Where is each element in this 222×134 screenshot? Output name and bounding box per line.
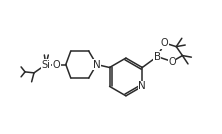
Text: O: O <box>161 38 168 48</box>
Text: Si: Si <box>42 59 50 70</box>
Text: N: N <box>138 81 146 91</box>
Text: O: O <box>168 57 176 67</box>
Text: N: N <box>93 59 101 70</box>
Text: O: O <box>52 59 60 70</box>
Text: B: B <box>154 52 161 62</box>
